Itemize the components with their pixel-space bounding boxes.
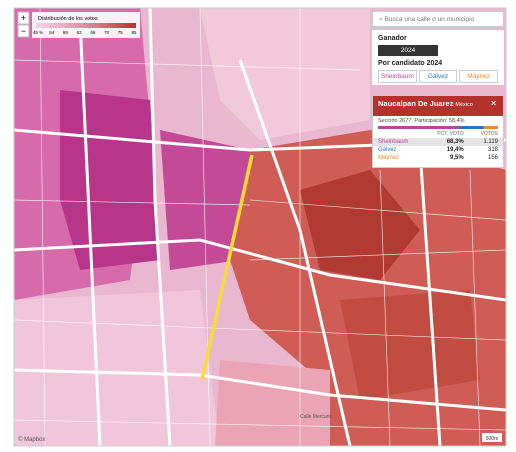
area [215,360,330,446]
candidate-buttons: Sheinbaum Gálvez Máynez [378,70,499,83]
zoom-in[interactable]: + [21,13,26,23]
area [200,8,370,140]
popup-header: Naucalpan De Juarez México ✕ [373,96,503,116]
legend-tick: 54 [49,30,55,35]
popup-cell: Gálvez [378,147,397,153]
popup-header-row: PCT. VOTO VOTOS [373,130,503,138]
area [300,170,420,280]
year-button[interactable]: 2024 [378,45,438,56]
legend-tick: 75 [118,30,124,35]
popup-cell: 318 [487,147,498,153]
zoom-out[interactable]: − [21,26,26,36]
popup-bar [378,126,498,129]
legend-title: Distribución de los votos [38,16,98,22]
scale-label: 500m [486,436,499,442]
streets [14,8,506,446]
legend-tick: 85 [131,30,137,35]
popup-row: Sheinbaum 68,3% 1.119 [373,138,503,146]
legend-tick: 66 [90,30,96,35]
popup-cell: Máynez [378,155,400,161]
search-placeholder: Busca una calle o un municipio [384,16,475,23]
popup-column-header: VOTOS [480,131,498,137]
map-border [13,7,507,447]
popup-column-header: PCT. VOTO [437,131,464,137]
highlight-line [200,154,254,381]
popup-cell: 1.119 [483,139,498,145]
popup-table: PCT. VOTO VOTOS Sheinbaum 68,3% 1.119 Gálvez 1… [373,130,503,162]
legend-ticks: 45 % 54 59 63 66 70 75 85 [33,30,137,35]
popup-cell: 19,4% [446,147,464,153]
candidate-button[interactable]: Gálvez [418,70,458,83]
legend-tick: 59 [63,30,69,35]
search-box[interactable]: ⌕ Busca una calle o un municipio [372,11,504,27]
legend-tick: 63 [77,30,83,35]
candidate-button[interactable]: Máynez [459,70,499,83]
control-panel: Ganador 2024 Por candidato 2024 Sheinbau… [372,30,504,85]
popup-row: Máynez 9,5% 156 [373,154,503,162]
area [160,130,250,270]
scale-box [482,433,502,442]
popup-state: México [455,102,473,108]
legend-ramp [36,23,136,28]
zoom-out-button[interactable] [17,24,30,38]
popup-subtitle: Sección 2677. Participación: 58,4% [378,118,465,124]
popup-row: Gálvez 19,4% 318 [373,146,503,154]
search-icon: ⌕ [379,16,385,23]
popup-title: Naucalpan De Juarez [378,99,454,108]
cell [373,130,423,138]
street-label: Calle Mercurio [300,414,332,420]
popup-cell: Sheinbaum [378,139,409,145]
by-candidate-label: Por candidato 2024 [378,60,443,67]
area [340,290,480,400]
popup-close[interactable]: ✕ [490,99,497,108]
legend-tick: 70 [104,30,110,35]
zoom-in-button[interactable] [17,11,30,25]
popup-cell: 9,5% [450,155,464,161]
legend-tick: 45 % [33,30,43,35]
popup-cell: 68,3% [446,139,464,145]
attribution: © Mapbox [18,436,45,443]
candidate-button[interactable]: Sheinbaum [378,70,417,83]
popup: Naucalpan De Juarez México ✕ Sección 267… [372,95,504,168]
winner-label: Ganador [378,35,407,42]
popup-cell: 156 [487,155,498,161]
